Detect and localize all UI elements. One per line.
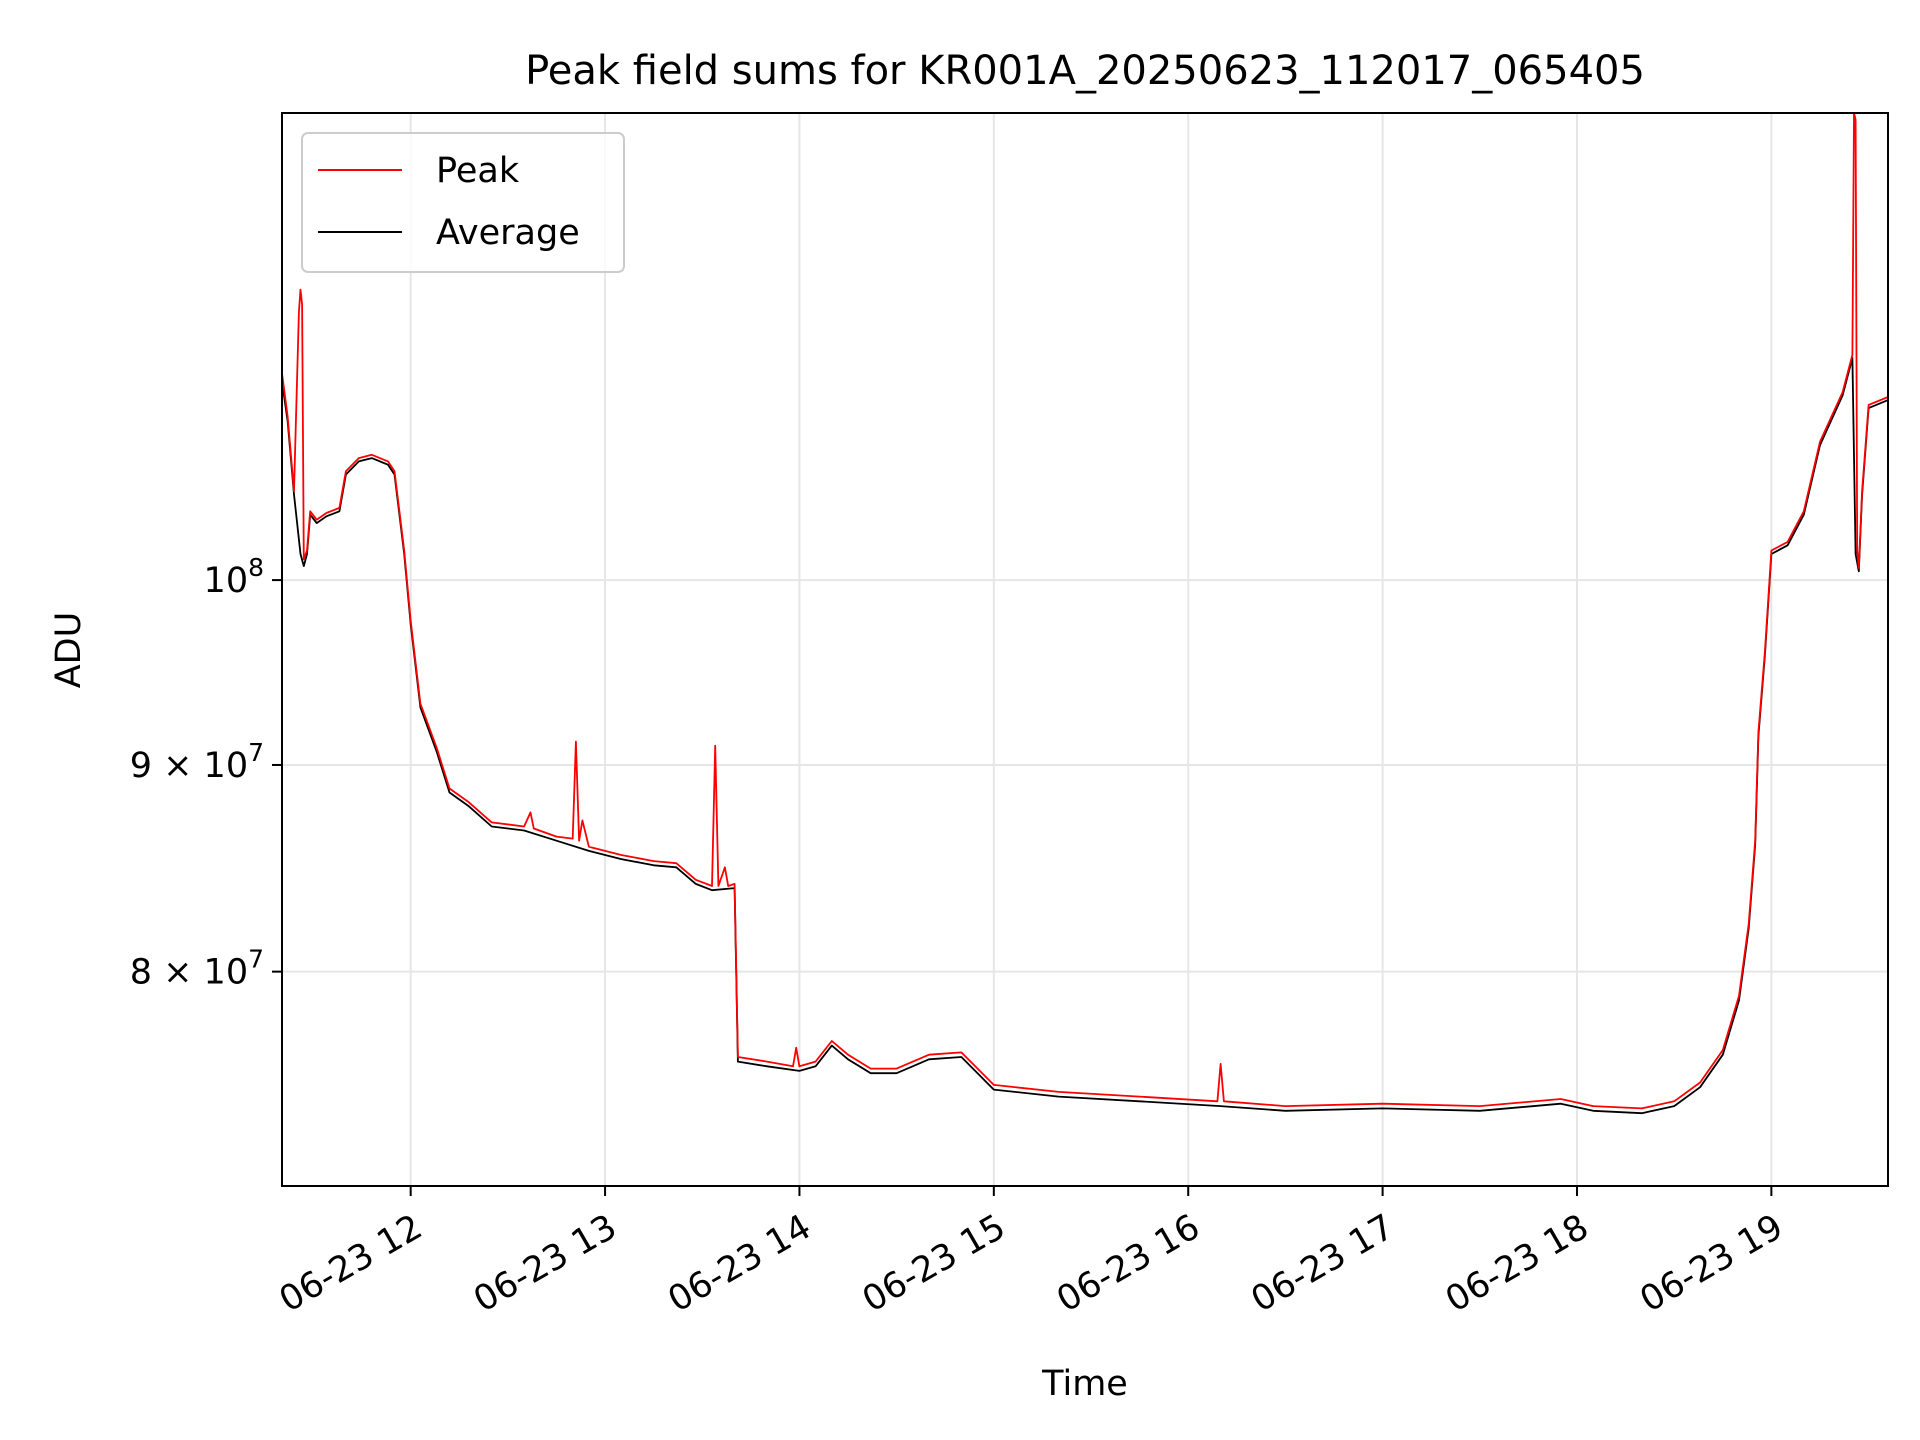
plot-frame — [281, 112, 1889, 1187]
legend-label-average: Average — [436, 213, 580, 253]
series-line-peak — [281, 112, 1889, 1110]
series-layer — [281, 112, 1889, 1115]
y-axis: 108 9 × 107 8 × 107 — [130, 553, 282, 993]
y-tick-label: 8 × 107 — [130, 945, 264, 993]
legend: Peak Average — [301, 132, 625, 273]
legend-box — [301, 132, 625, 273]
y-axis-label: ADU — [49, 612, 89, 689]
grid-layer — [282, 113, 1888, 1186]
y-tick-label: 108 — [204, 553, 264, 601]
legend-label-peak: Peak — [436, 151, 520, 191]
x-axis-label: Time — [1041, 1364, 1128, 1404]
chart-title: Peak field sums for KR001A_20250623_1120… — [525, 48, 1645, 94]
y-tick-label: 9 × 107 — [130, 738, 264, 786]
